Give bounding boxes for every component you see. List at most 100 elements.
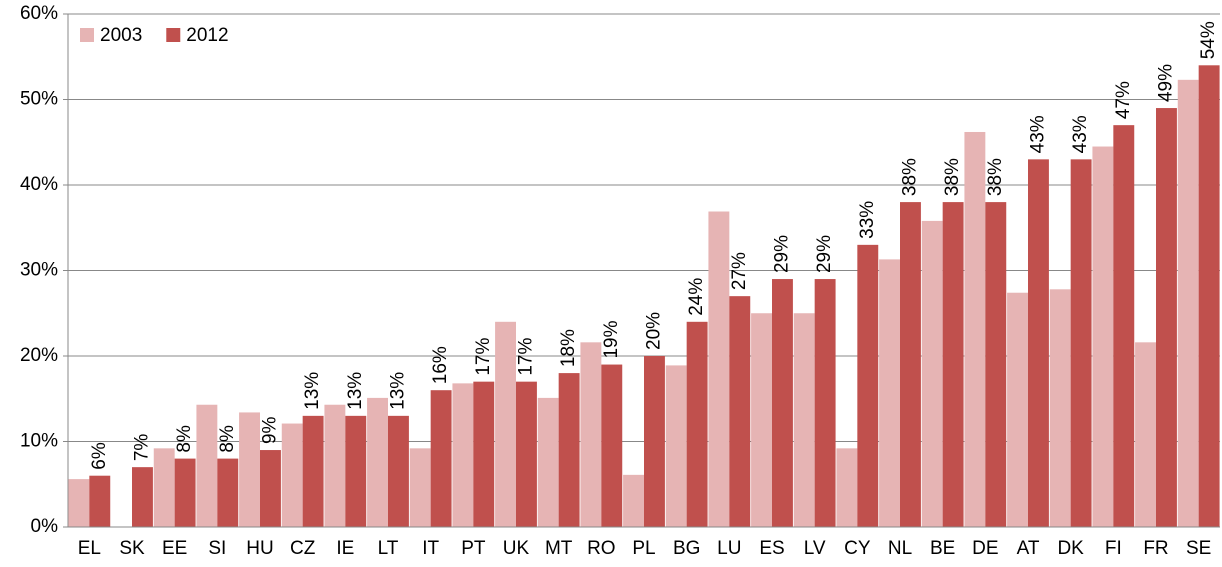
bar xyxy=(281,423,303,527)
x-tick-label: HU xyxy=(246,538,273,559)
x-tick-label: EL xyxy=(78,538,101,559)
x-tick-label: RO xyxy=(587,538,616,559)
x-tick-label: IT xyxy=(422,538,439,559)
value-label: 20% xyxy=(643,312,664,350)
x-tick-label: BE xyxy=(930,538,955,559)
bar xyxy=(302,415,324,527)
bar xyxy=(260,450,281,527)
value-label: 43% xyxy=(1027,115,1048,153)
y-tick-label: 30% xyxy=(20,260,58,281)
bar xyxy=(708,211,730,527)
bar xyxy=(623,474,644,527)
bar xyxy=(580,342,602,527)
bar xyxy=(558,373,580,527)
bar xyxy=(772,279,793,527)
bar xyxy=(985,202,1007,527)
value-label: 6% xyxy=(89,442,110,470)
value-label: 38% xyxy=(942,158,963,196)
bar xyxy=(1198,65,1220,528)
value-label: 7% xyxy=(131,434,152,462)
value-label: 43% xyxy=(1070,115,1091,153)
x-tick-label: PL xyxy=(632,538,655,559)
x-tick-label: EE xyxy=(162,538,187,559)
value-label: 18% xyxy=(558,329,579,367)
value-label: 49% xyxy=(1155,64,1176,102)
x-tick-label: LT xyxy=(378,538,399,559)
x-tick-label: CZ xyxy=(290,538,316,559)
value-label: 13% xyxy=(345,372,366,410)
bar xyxy=(345,415,367,527)
x-tick-label: MT xyxy=(545,538,573,559)
bar xyxy=(964,131,986,528)
y-tick-label: 10% xyxy=(20,431,58,452)
bar xyxy=(239,412,260,527)
x-tick-label: NL xyxy=(888,538,912,559)
bar xyxy=(409,448,431,527)
value-label: 29% xyxy=(771,235,792,273)
x-tick-label: LV xyxy=(804,538,826,559)
value-label: 9% xyxy=(259,416,280,444)
bar xyxy=(921,220,943,527)
bar xyxy=(196,404,218,527)
bar xyxy=(814,279,836,527)
x-tick-label: SK xyxy=(119,538,145,559)
x-tick-label: IE xyxy=(336,538,354,559)
value-label: 38% xyxy=(985,158,1006,196)
x-tick-label: UK xyxy=(503,538,530,559)
bar xyxy=(1092,146,1114,527)
bar xyxy=(174,458,196,527)
x-tick-label: FI xyxy=(1105,538,1122,559)
bar xyxy=(495,321,516,527)
value-label: 8% xyxy=(217,425,238,453)
value-label: 27% xyxy=(729,252,750,290)
bar xyxy=(516,381,537,527)
x-tick-label: ES xyxy=(759,538,784,559)
x-tick-label: SE xyxy=(1186,538,1211,559)
bar xyxy=(1156,108,1177,528)
value-label: 8% xyxy=(174,425,195,453)
x-tick-label: DE xyxy=(972,538,998,559)
y-tick-label: 60% xyxy=(20,3,58,24)
bar xyxy=(1070,159,1092,527)
x-tick-label: CY xyxy=(844,538,871,559)
bar xyxy=(430,390,452,527)
bar xyxy=(942,202,964,527)
legend-swatch xyxy=(80,28,94,42)
x-tick-label: LU xyxy=(717,538,741,559)
value-label: 17% xyxy=(515,338,536,376)
bar xyxy=(367,397,388,527)
bar xyxy=(879,259,900,527)
bar xyxy=(89,475,111,527)
bar xyxy=(601,364,623,527)
x-tick-label: DK xyxy=(1057,538,1084,559)
bar xyxy=(1007,292,1028,527)
legend-label: 2012 xyxy=(186,25,228,46)
value-label: 54% xyxy=(1198,21,1219,59)
bar xyxy=(751,313,772,527)
x-tick-label: BG xyxy=(673,538,700,559)
bar xyxy=(1177,79,1199,528)
bar xyxy=(793,313,815,527)
bar xyxy=(217,458,239,527)
x-tick-label: FR xyxy=(1143,538,1168,559)
legend-label: 2003 xyxy=(100,25,142,46)
bar xyxy=(1135,342,1156,527)
bar xyxy=(836,448,858,527)
value-label: 47% xyxy=(1113,81,1134,119)
x-tick-label: PT xyxy=(461,538,486,559)
bar xyxy=(473,381,495,527)
y-tick-label: 40% xyxy=(20,174,58,195)
value-label: 13% xyxy=(302,372,323,410)
bar xyxy=(452,383,474,527)
value-label: 29% xyxy=(814,235,835,273)
y-tick-label: 20% xyxy=(20,345,58,366)
bar xyxy=(388,415,409,527)
bar xyxy=(153,448,175,527)
bar xyxy=(1049,289,1071,527)
value-label: 19% xyxy=(601,320,622,358)
bar xyxy=(686,321,708,527)
bar xyxy=(644,356,665,527)
bar xyxy=(665,365,687,527)
bar xyxy=(857,244,879,527)
